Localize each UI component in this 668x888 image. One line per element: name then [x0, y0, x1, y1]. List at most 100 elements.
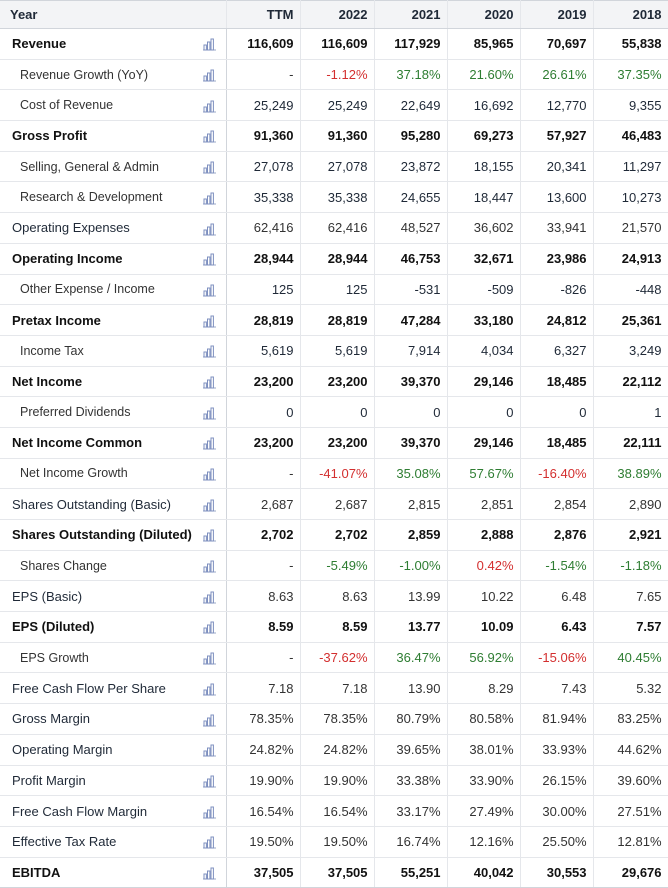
- chart-button[interactable]: [196, 366, 227, 398]
- chart-bar-icon[interactable]: [202, 836, 217, 849]
- chart-button[interactable]: [196, 181, 227, 214]
- chart-bar-icon[interactable]: [202, 315, 217, 328]
- chart-button[interactable]: [196, 580, 227, 613]
- value-cell: 22,111: [593, 427, 668, 459]
- value-cell: 2,687: [300, 488, 375, 520]
- chart-bar-icon[interactable]: [202, 69, 217, 82]
- chart-bar-icon[interactable]: [202, 652, 217, 665]
- chart-button[interactable]: [196, 642, 227, 674]
- value-cell: 23,986: [520, 243, 594, 275]
- chart-bar-icon[interactable]: [202, 284, 217, 297]
- table-row: Other Expense / Income 125 125 -531 -509 -826…: [0, 274, 668, 306]
- chart-button[interactable]: [196, 59, 227, 91]
- chart-bar-icon[interactable]: [202, 499, 217, 512]
- chart-button[interactable]: [196, 550, 227, 582]
- chart-button[interactable]: [196, 243, 227, 275]
- column-header[interactable]: TTM: [226, 0, 301, 29]
- value-cell: 7,914: [374, 335, 448, 367]
- chart-bar-icon[interactable]: [202, 775, 217, 788]
- chart-button[interactable]: [196, 458, 227, 490]
- chart-bar-icon[interactable]: [202, 437, 217, 450]
- value-cell: 85,965: [447, 28, 521, 60]
- value-cell: 6.43: [520, 611, 594, 643]
- value-cell: 32,671: [447, 243, 521, 275]
- row-label: Gross Margin: [0, 703, 196, 735]
- value-cell: 18,485: [520, 427, 594, 459]
- value-cell: 37.35%: [593, 59, 668, 91]
- value-cell: 70,697: [520, 28, 594, 60]
- value-cell: 5,619: [300, 335, 375, 367]
- chart-button[interactable]: [196, 857, 227, 888]
- chart-bar-icon[interactable]: [202, 161, 217, 174]
- chart-bar-icon[interactable]: [202, 100, 217, 113]
- value-cell: 35,338: [226, 181, 301, 214]
- chart-button[interactable]: [196, 120, 227, 152]
- chart-button[interactable]: [196, 304, 227, 336]
- value-cell: -826: [520, 274, 594, 306]
- column-header[interactable]: 2021: [374, 0, 448, 29]
- value-cell: 6,327: [520, 335, 594, 367]
- value-cell: 8.59: [300, 611, 375, 643]
- chart-button[interactable]: [196, 151, 227, 183]
- value-cell: 37.18%: [374, 59, 448, 91]
- chart-button[interactable]: [196, 89, 227, 122]
- chart-bar-icon[interactable]: [202, 529, 217, 542]
- value-cell: 39,370: [374, 366, 448, 398]
- column-header[interactable]: 2018: [593, 0, 668, 29]
- value-cell: -: [226, 642, 301, 674]
- chart-button[interactable]: [196, 427, 227, 459]
- row-label: EPS (Diluted): [0, 611, 196, 643]
- value-cell: -1.54%: [520, 550, 594, 582]
- chart-bar-icon[interactable]: [202, 867, 217, 880]
- value-cell: 62,416: [226, 212, 301, 244]
- value-cell: 28,944: [226, 243, 301, 275]
- value-cell: 0: [447, 396, 521, 428]
- chart-button[interactable]: [196, 488, 227, 520]
- value-cell: 39.65%: [374, 734, 448, 766]
- chart-bar-icon[interactable]: [202, 345, 217, 358]
- column-header[interactable]: 2020: [447, 0, 521, 29]
- chart-bar-icon[interactable]: [202, 376, 217, 389]
- row-label: Revenue Growth (YoY): [0, 59, 196, 91]
- column-header[interactable]: 2019: [520, 0, 594, 29]
- chart-bar-icon[interactable]: [202, 223, 217, 236]
- chart-button[interactable]: [196, 765, 227, 797]
- chart-bar-icon[interactable]: [202, 621, 217, 634]
- value-cell: 13,600: [520, 181, 594, 214]
- chart-button[interactable]: [196, 611, 227, 643]
- chart-button[interactable]: [196, 396, 227, 428]
- chart-bar-icon[interactable]: [202, 591, 217, 604]
- chart-button[interactable]: [196, 672, 227, 705]
- row-label: Other Expense / Income: [0, 274, 196, 306]
- chart-button[interactable]: [196, 335, 227, 367]
- row-label: Shares Outstanding (Basic): [0, 488, 196, 520]
- chart-button[interactable]: [196, 274, 227, 306]
- chart-button[interactable]: [196, 212, 227, 244]
- chart-button[interactable]: [196, 703, 227, 735]
- chart-button[interactable]: [196, 795, 227, 827]
- value-cell: 55,251: [374, 857, 448, 888]
- row-label: Profit Margin: [0, 765, 196, 797]
- chart-button[interactable]: [196, 734, 227, 766]
- chart-button[interactable]: [196, 28, 227, 60]
- chart-bar-icon[interactable]: [202, 130, 217, 143]
- chart-button[interactable]: [196, 826, 227, 858]
- chart-bar-icon[interactable]: [202, 38, 217, 51]
- chart-bar-icon[interactable]: [202, 407, 217, 420]
- value-cell: 13.77: [374, 611, 448, 643]
- chart-bar-icon[interactable]: [202, 806, 217, 819]
- value-cell: 23,200: [226, 366, 301, 398]
- chart-bar-icon[interactable]: [202, 192, 217, 205]
- column-header[interactable]: 2022: [300, 0, 375, 29]
- chart-bar-icon[interactable]: [202, 683, 217, 696]
- value-cell: 8.63: [300, 580, 375, 613]
- chart-bar-icon[interactable]: [202, 560, 217, 573]
- value-cell: 33.17%: [374, 795, 448, 827]
- chart-bar-icon[interactable]: [202, 744, 217, 757]
- chart-bar-icon[interactable]: [202, 468, 217, 481]
- value-cell: 7.57: [593, 611, 668, 643]
- value-cell: 40,042: [447, 857, 521, 888]
- chart-button[interactable]: [196, 519, 227, 551]
- chart-bar-icon[interactable]: [202, 714, 217, 727]
- chart-bar-icon[interactable]: [202, 253, 217, 266]
